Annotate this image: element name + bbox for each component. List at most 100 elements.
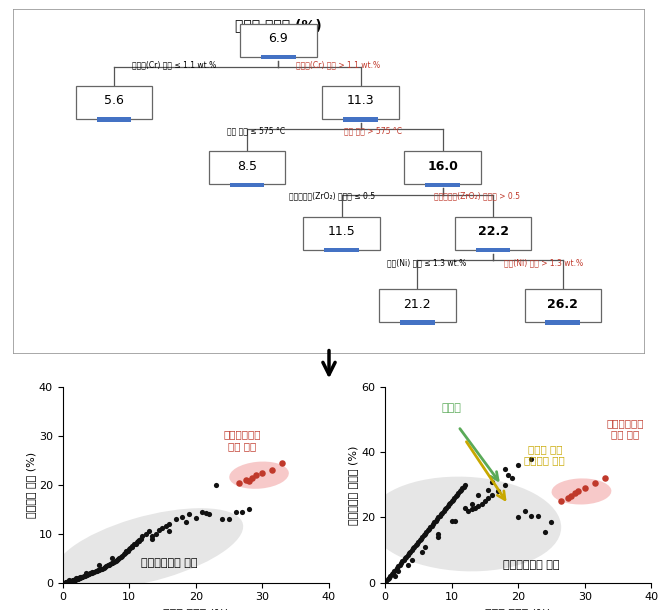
Point bbox=[450, 492, 461, 501]
Point bbox=[204, 509, 215, 519]
Point bbox=[117, 551, 128, 561]
Point bbox=[385, 571, 395, 581]
Point bbox=[78, 572, 89, 581]
Point bbox=[86, 569, 96, 578]
Point bbox=[69, 575, 80, 584]
Point bbox=[105, 559, 116, 569]
Point bbox=[457, 483, 467, 493]
Ellipse shape bbox=[55, 508, 243, 589]
Point bbox=[425, 522, 436, 532]
Point bbox=[277, 458, 288, 468]
Point bbox=[137, 531, 147, 541]
X-axis label: 프로판 전환율 (%): 프로판 전환율 (%) bbox=[163, 608, 229, 610]
Point bbox=[80, 568, 91, 578]
Point bbox=[164, 519, 174, 529]
Point bbox=[126, 542, 137, 552]
Point bbox=[243, 476, 254, 486]
Point bbox=[446, 516, 457, 526]
Point bbox=[99, 563, 109, 573]
Point bbox=[89, 567, 100, 576]
Point bbox=[390, 571, 400, 581]
Point bbox=[76, 572, 87, 581]
Point bbox=[217, 514, 228, 524]
Point bbox=[184, 509, 194, 519]
Point bbox=[386, 570, 397, 580]
Point bbox=[66, 576, 76, 586]
Point bbox=[111, 556, 121, 565]
Point bbox=[107, 558, 117, 568]
Point bbox=[393, 566, 403, 576]
Point bbox=[97, 564, 108, 574]
Point bbox=[442, 501, 453, 511]
FancyBboxPatch shape bbox=[13, 9, 645, 354]
Point bbox=[147, 534, 158, 544]
Point bbox=[157, 523, 168, 533]
Point bbox=[426, 521, 437, 531]
Point bbox=[473, 490, 484, 500]
Point bbox=[417, 547, 427, 556]
Point bbox=[109, 557, 120, 567]
Point bbox=[118, 550, 129, 559]
Point bbox=[449, 493, 459, 503]
Point bbox=[154, 525, 164, 535]
Text: 5.6: 5.6 bbox=[104, 95, 124, 107]
Point bbox=[84, 569, 95, 579]
Point bbox=[243, 504, 254, 514]
Text: 크로뮴(Cr) 함량 > 1.1 wt.%: 크로뮴(Cr) 함량 > 1.1 wt.% bbox=[296, 60, 380, 70]
Point bbox=[133, 536, 143, 546]
Point bbox=[499, 480, 510, 490]
Point bbox=[436, 509, 446, 519]
Point bbox=[234, 478, 244, 487]
Point bbox=[68, 575, 78, 585]
Point bbox=[267, 465, 278, 475]
Point bbox=[394, 560, 405, 570]
Point bbox=[563, 493, 573, 503]
Point bbox=[80, 570, 91, 580]
Point bbox=[87, 568, 97, 578]
Point bbox=[418, 531, 429, 540]
Point bbox=[458, 482, 468, 492]
Y-axis label: 이산화탄소 전환율 (%): 이산화탄소 전환율 (%) bbox=[348, 445, 359, 525]
Point bbox=[445, 498, 455, 508]
Point bbox=[65, 576, 76, 586]
Point bbox=[61, 576, 71, 586]
Point bbox=[93, 565, 104, 575]
Y-axis label: 프로필렌 수율 (%): 프로필렌 수율 (%) bbox=[26, 452, 36, 518]
Text: 의사결정나무
제안 촉매: 의사결정나무 제안 촉매 bbox=[224, 429, 261, 451]
Point bbox=[124, 545, 134, 554]
Point bbox=[129, 540, 139, 550]
Text: 26.2: 26.2 bbox=[547, 298, 578, 310]
Point bbox=[483, 493, 494, 503]
Point bbox=[533, 511, 544, 521]
Point bbox=[70, 575, 80, 584]
Text: 반응 온도 ≤ 575 °C: 반응 온도 ≤ 575 °C bbox=[227, 126, 286, 135]
Text: 지르코니아(ZrO₂) 담지체 > 0.5: 지르코니아(ZrO₂) 담지체 > 0.5 bbox=[434, 192, 520, 201]
Point bbox=[473, 501, 484, 511]
Point bbox=[141, 529, 151, 539]
Point bbox=[247, 473, 258, 483]
Point bbox=[432, 514, 442, 524]
FancyBboxPatch shape bbox=[400, 320, 435, 325]
Text: 프로판 산화
탈수소화 반응: 프로판 산화 탈수소화 반응 bbox=[524, 444, 565, 465]
Text: 데이터베이스 촉매: 데이터베이스 촉매 bbox=[503, 559, 560, 570]
Point bbox=[122, 546, 133, 556]
Point bbox=[420, 542, 430, 551]
Text: 21.2: 21.2 bbox=[403, 298, 431, 310]
Point bbox=[406, 555, 417, 565]
Point bbox=[401, 551, 411, 561]
Point bbox=[463, 506, 474, 516]
Point bbox=[433, 529, 443, 539]
Text: 부반응: 부반응 bbox=[442, 403, 461, 414]
Point bbox=[406, 545, 417, 555]
Point bbox=[413, 537, 424, 547]
Point bbox=[430, 516, 441, 526]
Point bbox=[237, 507, 247, 517]
Text: 22.2: 22.2 bbox=[478, 225, 509, 239]
Point bbox=[197, 507, 208, 517]
Point bbox=[71, 574, 82, 584]
Point bbox=[180, 517, 191, 526]
Point bbox=[437, 508, 447, 517]
Point bbox=[503, 470, 513, 480]
Point bbox=[453, 488, 463, 498]
Point bbox=[120, 548, 130, 558]
